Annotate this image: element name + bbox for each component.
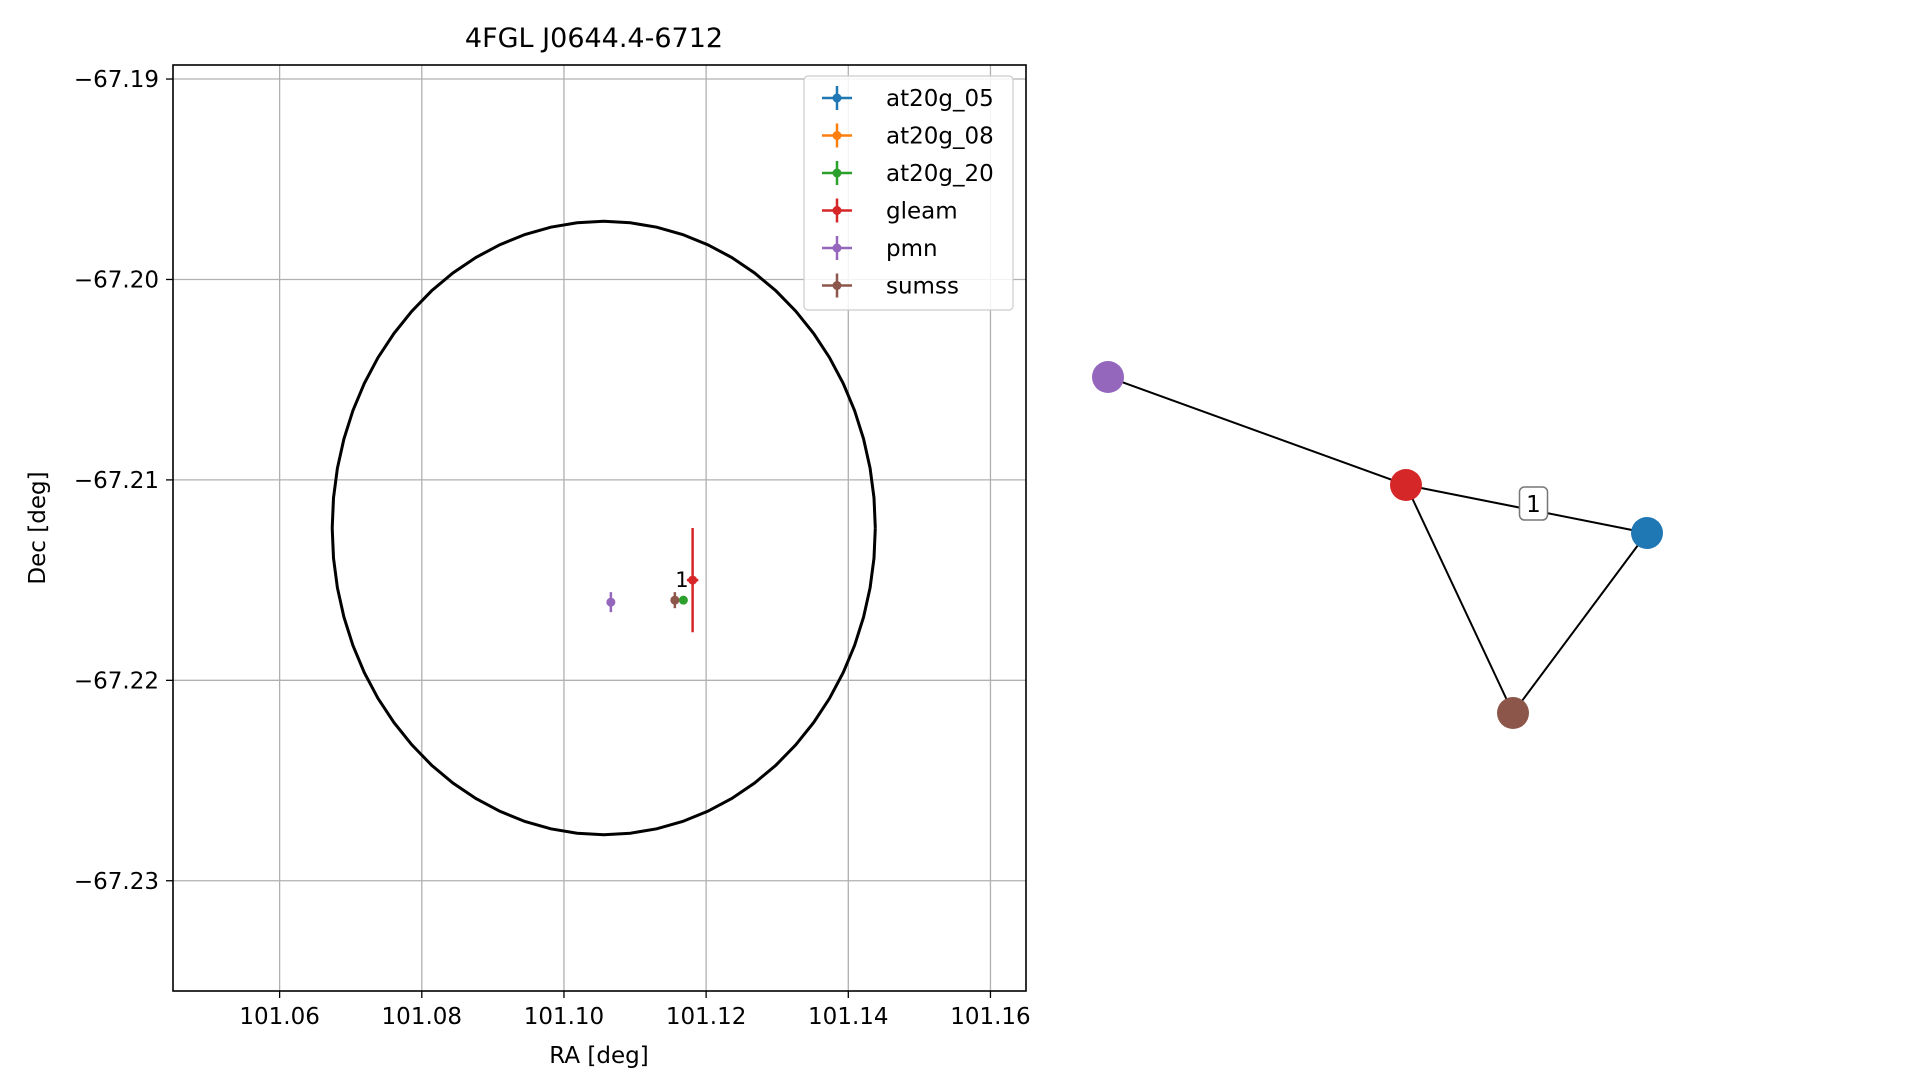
graph-edge-labels: 1 [1518, 486, 1549, 521]
axes-frame [172, 64, 1027, 992]
error-ellipse [330, 219, 877, 837]
data-point-pmn [606, 592, 616, 613]
data-point-at20g_20 [678, 595, 688, 605]
graph-node-gleam [1390, 469, 1422, 501]
x-axis-ticks: 101.06 101.08 101.10 101.12 101.14 101.16 [239, 991, 1031, 1030]
graph-edge [1405, 484, 1514, 714]
legend-item-sumss: sumss [822, 273, 959, 300]
legend-label: at20g_08 [886, 124, 994, 150]
data-point-gleam [686, 528, 699, 633]
graph-edge-label: 1 [1518, 486, 1549, 521]
y-tick-label: −67.19 [74, 67, 159, 93]
y-tick-label: −67.22 [74, 668, 159, 694]
graph-node-sumss [1497, 697, 1529, 729]
legend-label: at20g_05 [886, 86, 994, 112]
y-axis-label: Dec [deg] [25, 471, 51, 584]
marker [688, 575, 698, 585]
legend-item-at20g_20: at20g_20 [822, 161, 994, 187]
x-tick-label: 101.08 [382, 1004, 462, 1030]
legend-swatch-marker [832, 168, 842, 178]
x-tick-label: 101.16 [950, 1004, 1030, 1030]
graph-edge [1107, 376, 1407, 486]
graph-nodes [1092, 361, 1663, 729]
graph-edges [1107, 376, 1648, 714]
legend-label: sumss [886, 274, 959, 300]
y-tick-label: −67.21 [74, 468, 159, 494]
legend-item-at20g_08: at20g_08 [822, 123, 994, 150]
legend-label: at20g_20 [886, 161, 994, 187]
y-tick-label: −67.23 [74, 869, 159, 895]
legend-item-pmn: pmn [822, 236, 938, 262]
edge-label-text: 1 [1526, 492, 1541, 518]
marker [606, 597, 616, 607]
graph-edge [1512, 532, 1648, 714]
data-points [606, 528, 699, 633]
legend-item-gleam: gleam [822, 198, 958, 225]
legend-swatch-marker [832, 243, 842, 253]
x-tick-label: 101.10 [524, 1004, 604, 1030]
error-ellipse-outline [330, 219, 877, 837]
x-tick-label: 101.14 [808, 1004, 888, 1030]
x-tick-label: 101.12 [666, 1004, 746, 1030]
legend-swatch-marker [832, 206, 842, 215]
y-tick-label: −67.20 [74, 267, 159, 293]
marker [678, 595, 688, 605]
point-annotation: 1 [675, 568, 688, 592]
data-point-sumss [670, 592, 680, 609]
graph-node-at20g [1631, 517, 1663, 549]
y-axis-ticks: −67.19 −67.20 −67.21 −67.22 −67.23 [74, 67, 173, 895]
legend-label: gleam [886, 199, 958, 225]
legend-box [803, 75, 1014, 311]
legend-swatch-marker [832, 93, 842, 103]
marker [670, 595, 680, 605]
x-tick-label: 101.06 [239, 1004, 319, 1030]
graph-node-pmn [1092, 361, 1124, 393]
legend-swatch-marker [832, 131, 842, 140]
edge-label-box [1518, 486, 1549, 521]
legend-item-at20g_05: at20g_05 [822, 86, 994, 112]
skymap-plot: 4FGL J0644.4-6712 1 101.06 101.08 101.10 10… [25, 23, 1031, 1069]
x-axis-label: RA [deg] [549, 1043, 648, 1069]
network-graph: 1 [1092, 361, 1663, 729]
plot-title: 4FGL J0644.4-6712 [465, 23, 723, 54]
legend-swatch-marker [832, 281, 842, 290]
legend-label: pmn [886, 236, 938, 262]
annotations: 1 [675, 568, 688, 592]
